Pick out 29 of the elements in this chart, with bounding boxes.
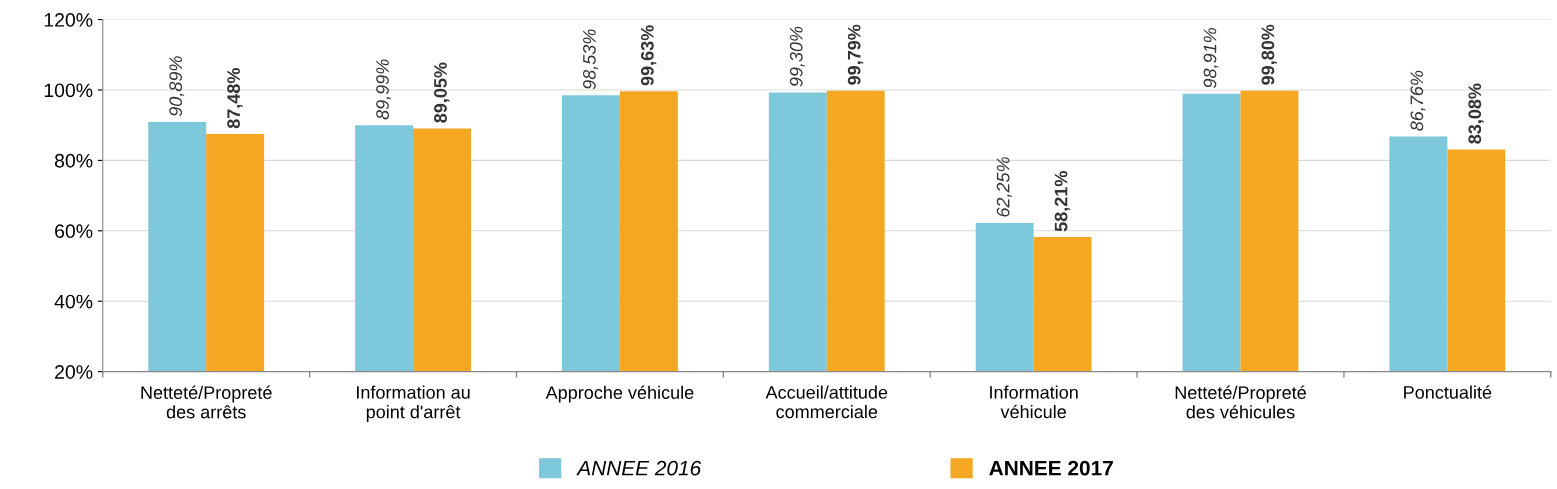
data-label: 99,80% — [1261, 24, 1277, 85]
data-label: 98,53% — [583, 29, 598, 90]
x-tick-label: Information véhicule — [990, 385, 1078, 419]
data-label: 89,05% — [434, 62, 450, 123]
data-label: 86,76% — [1410, 70, 1426, 131]
data-label: 89,99% — [376, 59, 392, 120]
x-tick-label: Netteté/Propreté des arrêts — [141, 385, 272, 419]
data-label: 99,30% — [789, 26, 805, 87]
data-label: 90,89% — [169, 56, 185, 117]
y-tick-label: 40% — [54, 294, 93, 309]
legend-label: ANNEE 2017 — [989, 460, 1113, 476]
y-tick-label: 60% — [55, 224, 93, 239]
data-label: 98,91% — [1203, 28, 1219, 88]
y-tick-label: 120% — [44, 13, 93, 27]
y-tick-label: 20% — [55, 365, 93, 379]
y-tick-label: 80% — [54, 153, 93, 168]
x-tick-label: Accueil/attitude commerciale — [765, 385, 888, 419]
data-label: 99,79% — [847, 24, 864, 85]
legend-label: ANNEE 2016 — [576, 460, 702, 476]
y-tick-label: 100% — [44, 83, 93, 98]
data-label: 99,63% — [640, 25, 657, 86]
x-tick-label: Information au point d'arrêt — [357, 385, 470, 422]
data-label: 62,25% — [996, 157, 1012, 217]
x-tick-label: Ponctualité — [1404, 385, 1492, 399]
data-label: 83,08% — [1468, 83, 1484, 144]
x-tick-label: Netteté/Propreté des véhicules — [1175, 385, 1306, 419]
data-label: 58,21% — [1054, 171, 1071, 232]
data-label: 87,48% — [227, 68, 243, 129]
x-tick-label: Approche véhicule — [545, 385, 694, 403]
